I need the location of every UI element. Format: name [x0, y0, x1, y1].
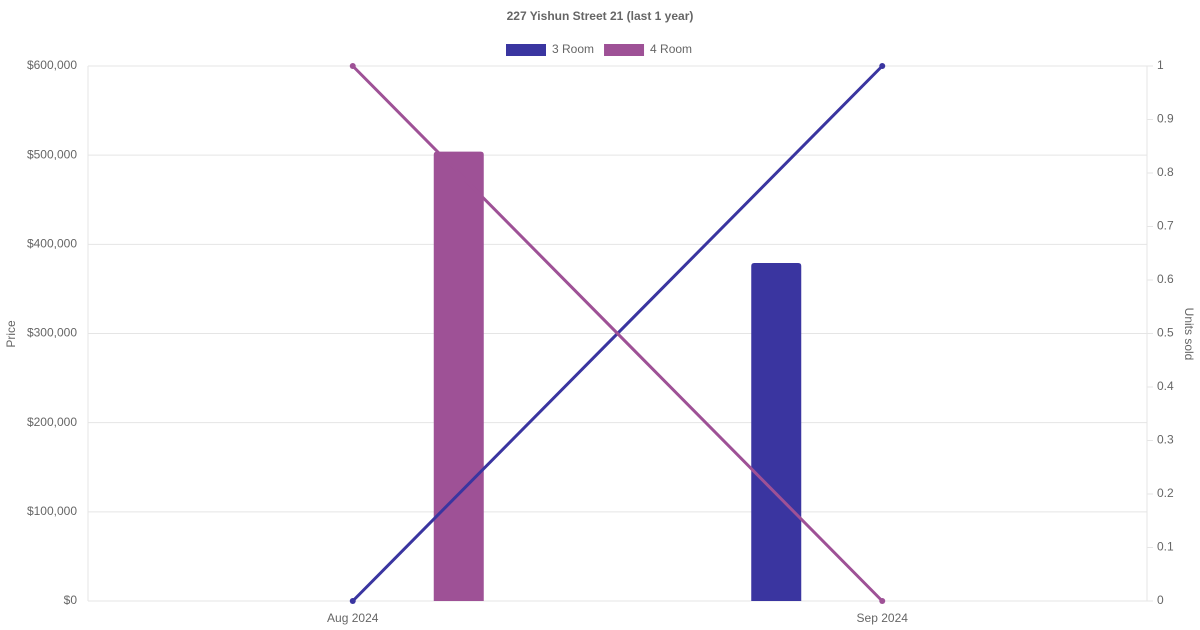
y2-tick-label: 0.1 — [1157, 540, 1174, 554]
y2-tick-label: 0.7 — [1157, 219, 1174, 233]
point — [879, 598, 886, 604]
y-tick-label: $300,000 — [27, 326, 77, 340]
y2-tick-label: 1 — [1157, 58, 1164, 72]
bar — [433, 151, 484, 601]
y2-tick-label: 0.4 — [1157, 379, 1174, 393]
chart-title: 227 Yishun Street 21 (last 1 year) — [507, 9, 694, 23]
y2-tick-label: 0.3 — [1157, 433, 1174, 447]
y2-tick-label: 0.5 — [1157, 326, 1174, 340]
y2-axis-title: Units sold — [1182, 308, 1196, 361]
y-tick-label: $600,000 — [27, 58, 77, 72]
y-tick-label: $200,000 — [27, 415, 77, 429]
legend-label: 3 Room — [552, 42, 594, 56]
point — [879, 63, 886, 69]
y-axis-title: Price — [4, 320, 18, 348]
y2-tick-label: 0.9 — [1157, 112, 1174, 126]
legend-label: 4 Room — [650, 42, 692, 56]
x-tick-label: Sep 2024 — [857, 611, 909, 625]
bar — [751, 263, 802, 601]
point — [349, 598, 356, 604]
y-tick-label: $400,000 — [27, 237, 77, 251]
y2-tick-label: 0.8 — [1157, 165, 1174, 179]
legend-swatch — [604, 44, 645, 56]
line — [351, 64, 884, 603]
y2-tick-label: 0.6 — [1157, 272, 1174, 286]
point — [349, 63, 356, 69]
y-tick-label: $0 — [64, 593, 78, 607]
y2-tick-label: 0 — [1157, 593, 1164, 607]
legend-swatch — [506, 44, 546, 56]
y-tick-label: $500,000 — [27, 147, 77, 161]
x-tick-label: Aug 2024 — [327, 611, 379, 625]
y-tick-label: $100,000 — [27, 504, 77, 518]
y2-tick-label: 0.2 — [1157, 486, 1174, 500]
